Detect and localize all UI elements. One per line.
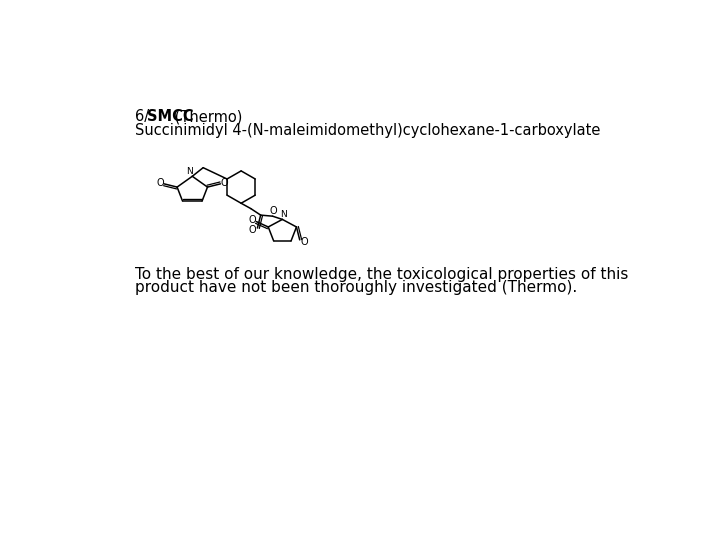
Text: Succinimidyl 4-(N-maleimidomethyl)cyclohexane-1-carboxylate: Succinimidyl 4-(N-maleimidomethyl)cycloh…	[135, 123, 600, 138]
Text: O: O	[249, 225, 256, 235]
Text: To the best of our knowledge, the toxicological properties of this: To the best of our knowledge, the toxico…	[135, 267, 629, 281]
Text: O: O	[248, 215, 256, 225]
Text: O: O	[269, 206, 277, 216]
Text: O: O	[300, 237, 308, 247]
Text: (Thermo): (Thermo)	[170, 110, 242, 124]
Text: 6/: 6/	[135, 110, 153, 124]
Text: O: O	[220, 178, 228, 188]
Text: SMCC: SMCC	[147, 110, 193, 124]
Text: N: N	[186, 167, 194, 176]
Text: N: N	[281, 210, 287, 219]
Text: product have not been thoroughly investigated (Thermo).: product have not been thoroughly investi…	[135, 280, 577, 295]
Text: O: O	[156, 178, 164, 188]
